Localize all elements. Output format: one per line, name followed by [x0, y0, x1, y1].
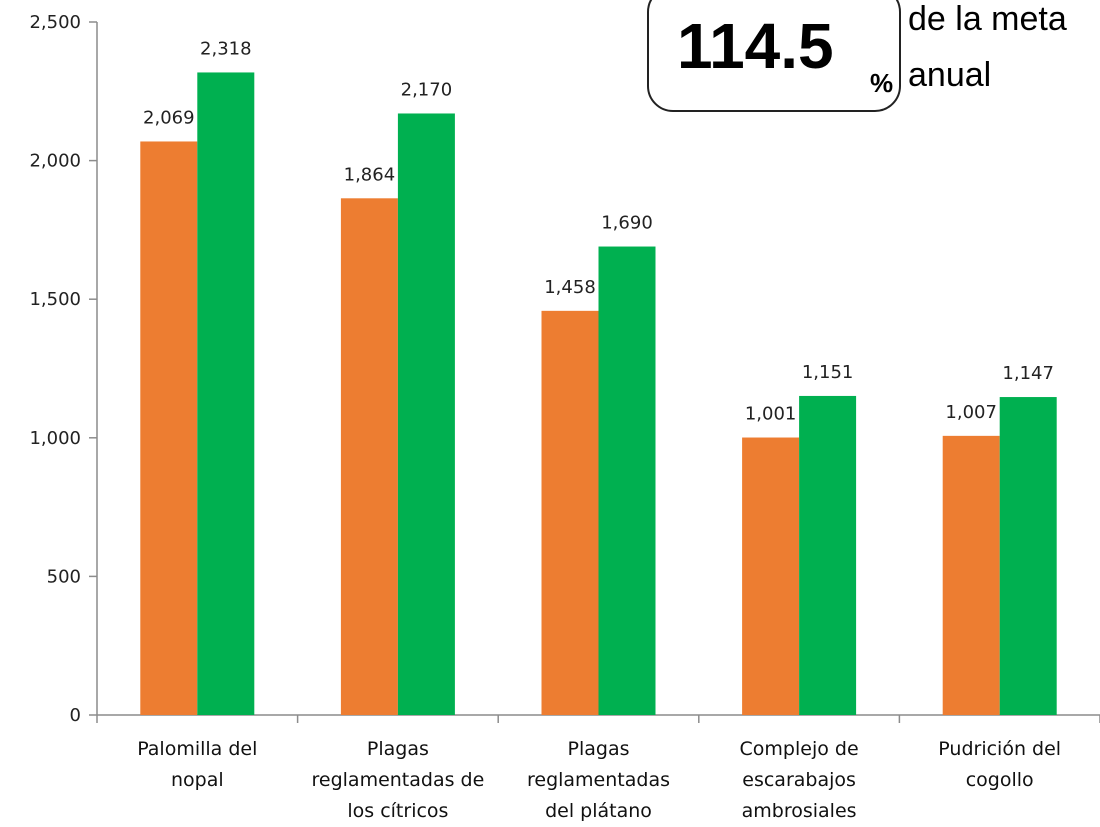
x-category-label: cogollo — [966, 769, 1034, 791]
callout-unit: % — [870, 68, 894, 98]
x-category-label: reglamentadas de — [312, 769, 485, 791]
data-label: 2,318 — [200, 38, 252, 59]
bar-series2 — [999, 397, 1057, 715]
bar-series2 — [197, 72, 255, 716]
x-category-label: Pudrición del — [938, 738, 1061, 760]
data-label: 2,170 — [401, 79, 453, 100]
bar-series1 — [140, 141, 198, 715]
bar-series1 — [942, 435, 1000, 715]
callout-value: 114.5 — [677, 10, 834, 82]
bar-series1 — [541, 310, 599, 715]
data-label: 1,147 — [1002, 363, 1054, 384]
y-tick-label: 0 — [70, 705, 81, 726]
x-category-label: Palomilla del — [137, 738, 257, 760]
data-label: 2,069 — [143, 107, 195, 128]
x-category-label: nopal — [171, 769, 224, 791]
x-category-label: escarabajos — [742, 769, 856, 791]
bar-series2 — [799, 395, 857, 715]
callout-text-line1: de la meta — [908, 0, 1067, 38]
data-label: 1,690 — [601, 213, 653, 234]
y-tick-label: 2,000 — [29, 151, 81, 172]
bar-series1 — [742, 437, 800, 715]
data-label: 1,001 — [745, 404, 797, 425]
x-category-label: Plagas — [568, 738, 630, 760]
data-label: 1,864 — [344, 164, 396, 185]
bar-series1 — [340, 198, 398, 715]
callout-box — [647, 0, 901, 112]
x-category-label: del plátano — [545, 800, 652, 822]
y-tick-label: 1,000 — [29, 428, 81, 449]
y-tick-label: 500 — [47, 566, 81, 587]
data-label: 1,151 — [802, 362, 854, 383]
data-label: 1,458 — [544, 277, 596, 298]
y-tick-label: 2,500 — [29, 12, 81, 33]
data-label: 1,007 — [945, 402, 997, 423]
x-category-label: reglamentadas — [527, 769, 670, 791]
bar-series2 — [397, 113, 455, 715]
y-tick-label: 1,500 — [29, 289, 81, 310]
x-category-label: ambrosiales — [742, 800, 857, 822]
bar-series2 — [598, 246, 656, 716]
callout-text-line2: anual — [908, 56, 992, 94]
x-category-label: Plagas — [367, 738, 429, 760]
x-category-label: los cítricos — [347, 800, 448, 822]
x-category-label: Complejo de — [740, 738, 859, 760]
